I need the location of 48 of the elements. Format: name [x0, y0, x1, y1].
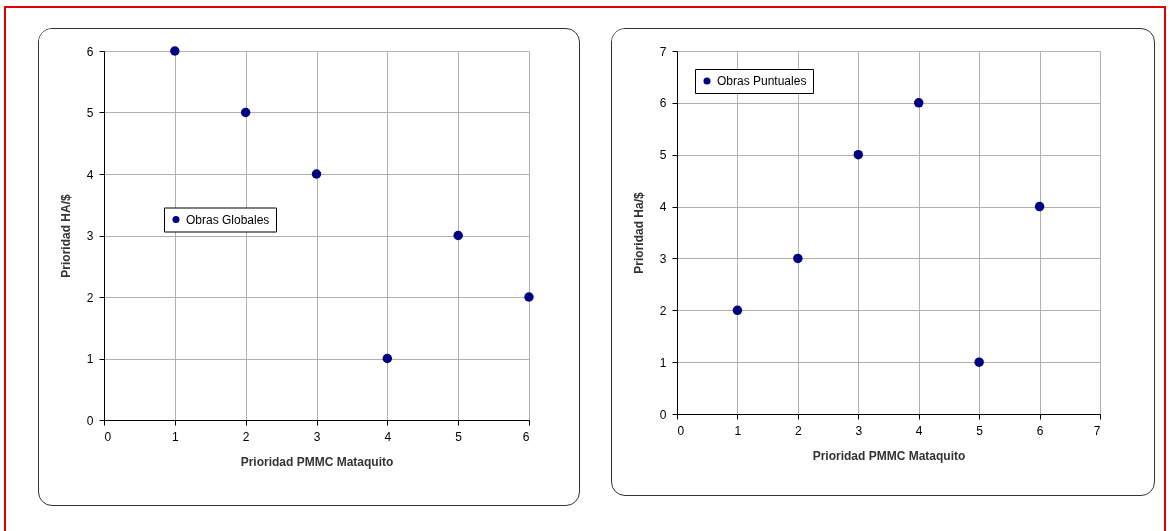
y-axis-title: Prioridad HA/$	[58, 194, 73, 278]
point	[382, 353, 393, 364]
point	[453, 230, 463, 241]
x-tick-label: 2	[242, 429, 250, 444]
y-tick-label: 2	[86, 290, 94, 305]
point	[793, 253, 803, 264]
x-tick-label: 3	[855, 423, 863, 438]
y-axis-title: Prioridad Ha/$	[631, 192, 646, 274]
x-tick-label: 6	[1036, 423, 1044, 438]
point	[853, 149, 864, 160]
x-tick-label: 5	[976, 423, 984, 438]
y-tick-label: 0	[86, 413, 94, 428]
legend-label: Obras Puntuales	[717, 74, 807, 88]
point	[240, 107, 251, 118]
point	[732, 305, 743, 316]
y-tick-label: 1	[659, 355, 667, 370]
x-tick-label: 5	[455, 429, 463, 444]
point	[974, 357, 984, 367]
y-tick-label: 1	[86, 352, 94, 366]
x-tick-label: 4	[915, 423, 923, 438]
y-tick-label: 3	[659, 251, 667, 266]
x-tick-label: 0	[677, 423, 685, 438]
y-tick-label: 5	[86, 106, 94, 120]
x-tick-label: 6	[522, 429, 530, 444]
y-tick-label: 7	[659, 44, 667, 59]
point	[524, 292, 534, 302]
point	[913, 98, 924, 108]
x-axis-title: Prioridad PMMC Mataquito	[812, 448, 966, 463]
x-tick-label: 1	[734, 423, 742, 438]
y-tick-label: 6	[86, 44, 94, 59]
x-tick-label: 4	[384, 429, 392, 444]
y-tick-label: 3	[86, 229, 94, 243]
x-tick-label: 7	[1093, 423, 1101, 438]
x-tick-label: 2	[795, 423, 803, 438]
legend-label: Obras Globales	[186, 212, 270, 227]
point	[1034, 201, 1045, 212]
y-tick-label: 4	[86, 167, 94, 182]
y-tick-label: 5	[659, 148, 667, 163]
y-tick-label: 6	[659, 96, 667, 111]
y-tick-label: 2	[659, 303, 667, 318]
x-tick-label: 1	[171, 429, 179, 444]
point	[311, 169, 322, 179]
x-tick-label: 3	[313, 429, 321, 444]
x-axis-title: Prioridad PMMC Mataquito	[240, 454, 394, 469]
y-tick-label: 0	[659, 407, 667, 422]
x-tick-label: 0	[104, 429, 112, 444]
point	[170, 46, 180, 56]
y-tick-label: 4	[659, 200, 667, 215]
